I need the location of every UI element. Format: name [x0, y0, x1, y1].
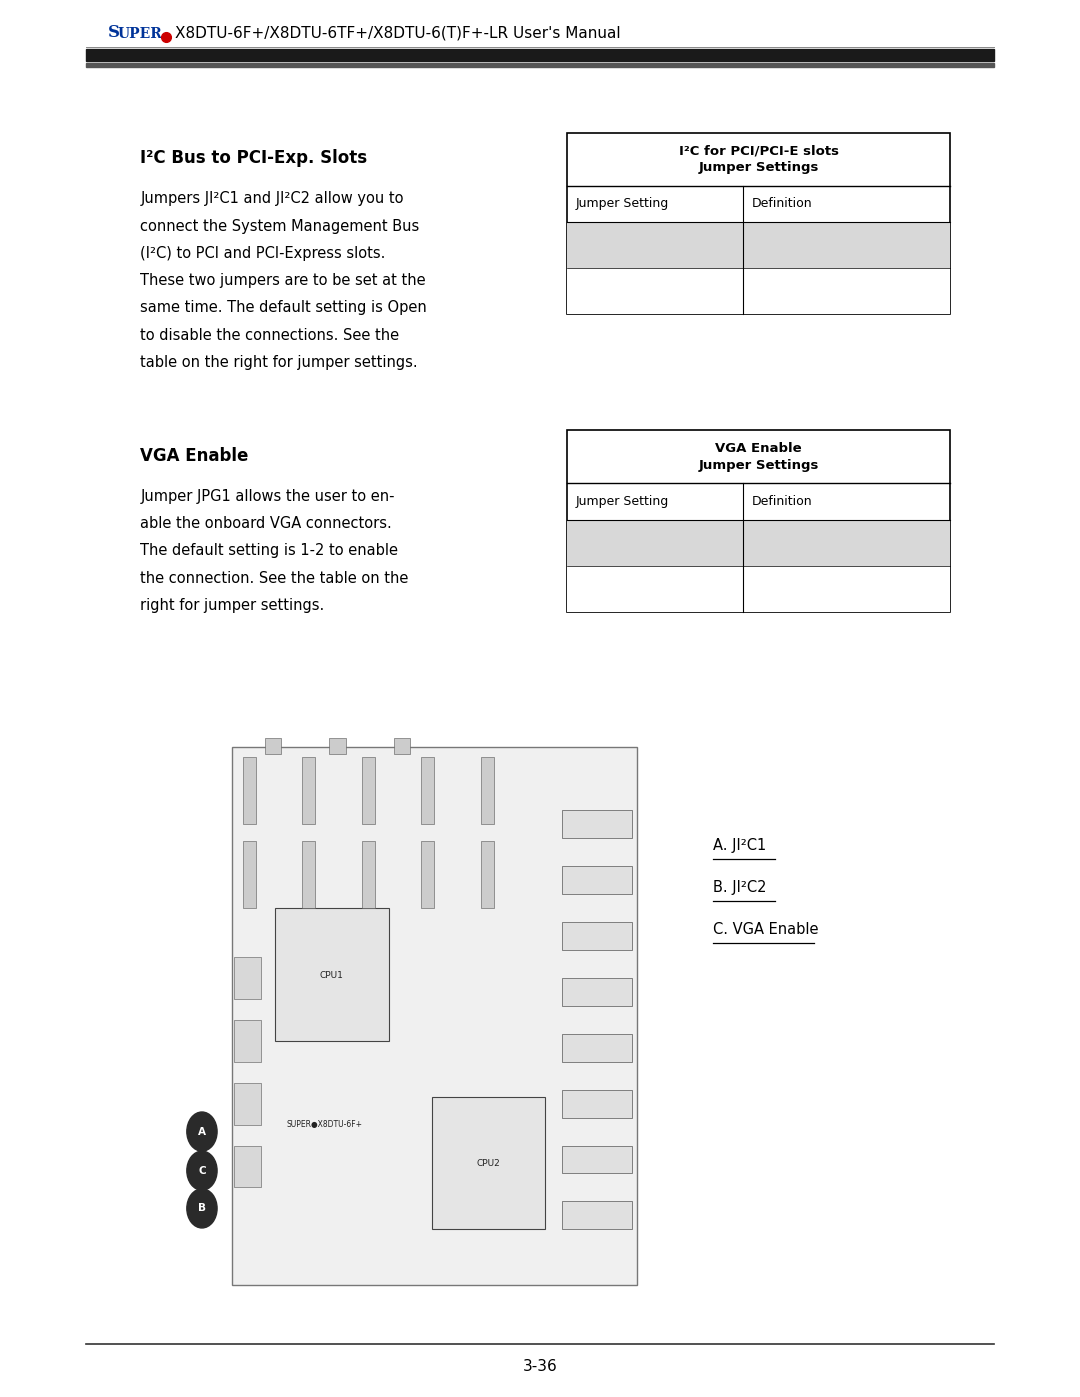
Bar [234, 1083, 261, 1125]
Bar [234, 1020, 261, 1062]
Text: Disabled (Default): Disabled (Default) [752, 285, 866, 298]
Bar [567, 566, 950, 612]
Text: S: S [108, 24, 120, 41]
Text: Jumpers JI²C1 and JI²C2 allow you to: Jumpers JI²C1 and JI²C2 allow you to [140, 191, 404, 207]
Text: I²C Bus to PCI-Exp. Slots: I²C Bus to PCI-Exp. Slots [140, 149, 367, 168]
Bar [567, 430, 950, 612]
Bar [394, 738, 410, 754]
Bar [302, 757, 315, 824]
Bar [362, 757, 375, 824]
Text: Enabled: Enabled [752, 239, 802, 251]
Text: able the onboard VGA connectors.: able the onboard VGA connectors. [140, 515, 392, 531]
Bar [275, 908, 389, 1041]
Text: SUPER●X8DTU-6F+: SUPER●X8DTU-6F+ [286, 1120, 362, 1129]
Text: VGA Enable: VGA Enable [140, 447, 248, 465]
Bar [243, 757, 256, 824]
Bar [562, 1034, 632, 1062]
Bar [567, 222, 950, 268]
Text: Jumper JPG1 allows the user to en-: Jumper JPG1 allows the user to en- [140, 489, 395, 504]
Bar [234, 957, 261, 999]
Text: Open: Open [576, 285, 609, 298]
Text: table on the right for jumper settings.: table on the right for jumper settings. [140, 355, 418, 370]
Text: Enabled (Default): Enabled (Default) [752, 536, 862, 549]
Bar [481, 841, 494, 908]
Bar [562, 810, 632, 838]
Bar [329, 738, 346, 754]
Bar [562, 922, 632, 950]
Bar [567, 133, 950, 314]
Text: Closed: Closed [576, 239, 618, 251]
Text: VGA Enable
Jumper Settings: VGA Enable Jumper Settings [699, 441, 819, 472]
Text: to disable the connections. See the: to disable the connections. See the [140, 328, 400, 342]
Text: Jumper Setting: Jumper Setting [576, 495, 669, 509]
Bar [567, 268, 950, 314]
Text: UPER: UPER [118, 27, 162, 41]
Bar [86, 63, 994, 67]
Text: right for jumper settings.: right for jumper settings. [140, 598, 325, 613]
Circle shape [187, 1189, 217, 1228]
Bar [481, 757, 494, 824]
Bar [562, 978, 632, 1006]
Bar [562, 1146, 632, 1173]
Text: connect the System Management Bus: connect the System Management Bus [140, 218, 420, 233]
Bar [567, 520, 950, 566]
Text: Jumper Setting: Jumper Setting [576, 197, 669, 211]
Text: same time. The default setting is Open: same time. The default setting is Open [140, 300, 428, 316]
Text: C. VGA Enable: C. VGA Enable [713, 922, 819, 936]
Text: Definition: Definition [752, 495, 812, 509]
Text: A. JI²C1: A. JI²C1 [713, 838, 766, 852]
Bar [562, 1201, 632, 1229]
Bar [432, 1097, 545, 1229]
Text: The default setting is 1-2 to enable: The default setting is 1-2 to enable [140, 543, 399, 559]
Text: 2-3: 2-3 [576, 583, 596, 595]
Circle shape [187, 1112, 217, 1151]
Bar [421, 757, 434, 824]
Text: B. JI²C2: B. JI²C2 [713, 880, 767, 894]
Text: (I²C) to PCI and PCI-Express slots.: (I²C) to PCI and PCI-Express slots. [140, 246, 386, 261]
Bar [265, 738, 281, 754]
Text: Definition: Definition [752, 197, 812, 211]
Text: B: B [198, 1203, 206, 1214]
Text: CPU2: CPU2 [476, 1160, 500, 1168]
Bar [302, 841, 315, 908]
Text: A: A [198, 1126, 206, 1137]
Text: Disabled: Disabled [752, 583, 807, 595]
Text: X8DTU-6F+/X8DTU-6TF+/X8DTU-6(T)F+-LR User's Manual: X8DTU-6F+/X8DTU-6TF+/X8DTU-6(T)F+-LR Use… [175, 25, 621, 41]
Text: C: C [198, 1165, 206, 1176]
Bar [362, 841, 375, 908]
Text: I²C for PCI/PCI-E slots
Jumper Settings: I²C for PCI/PCI-E slots Jumper Settings [678, 144, 839, 175]
Bar [562, 866, 632, 894]
Text: CPU1: CPU1 [320, 971, 343, 979]
Text: 3-36: 3-36 [523, 1359, 557, 1373]
Bar [234, 1146, 261, 1187]
Bar [86, 49, 994, 61]
Bar [232, 747, 637, 1285]
Circle shape [187, 1151, 217, 1190]
Bar [421, 841, 434, 908]
Text: 1-2: 1-2 [576, 536, 596, 549]
Text: These two jumpers are to be set at the: These two jumpers are to be set at the [140, 274, 426, 288]
Bar [243, 841, 256, 908]
Bar [562, 1090, 632, 1118]
Text: the connection. See the table on the: the connection. See the table on the [140, 570, 408, 585]
